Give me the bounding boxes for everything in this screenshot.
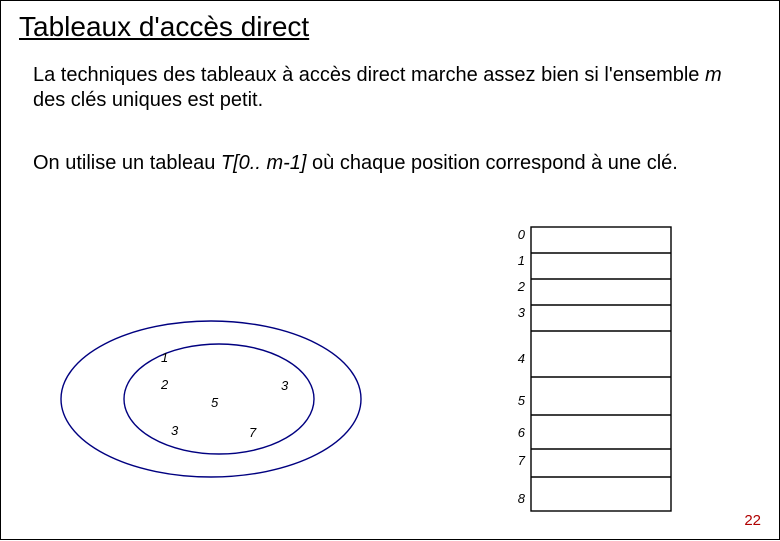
key-5: 5 bbox=[211, 395, 218, 410]
p1-post: des clés uniques est petit. bbox=[33, 89, 263, 111]
key-7: 7 bbox=[249, 425, 256, 440]
paragraph-2: On utilise un tableau T[0.. m-1] où chaq… bbox=[33, 151, 749, 176]
idx-4: 4 bbox=[505, 351, 525, 366]
idx-7: 7 bbox=[505, 453, 525, 468]
idx-6: 6 bbox=[505, 425, 525, 440]
p1-m: m bbox=[705, 64, 722, 86]
idx-5: 5 bbox=[505, 393, 525, 408]
p2-T: T[0.. m-1] bbox=[221, 152, 307, 174]
idx-1: 1 bbox=[505, 253, 525, 268]
idx-3: 3 bbox=[505, 305, 525, 320]
slide-title: Tableaux d'accès direct bbox=[19, 11, 309, 43]
page-number: 22 bbox=[744, 512, 761, 529]
p2-post: où chaque position correspond à une clé. bbox=[306, 152, 677, 174]
key-2: 2 bbox=[161, 377, 168, 392]
paragraph-1: La techniques des tableaux à accès direc… bbox=[33, 63, 749, 113]
key-3: 3 bbox=[171, 423, 178, 438]
p1-pre: La techniques des tableaux à accès direc… bbox=[33, 64, 705, 86]
p2-pre: On utilise un tableau bbox=[33, 152, 221, 174]
idx-2: 2 bbox=[505, 279, 525, 294]
idx-0: 0 bbox=[505, 227, 525, 242]
idx-8: 8 bbox=[505, 491, 525, 506]
slide-frame: Tableaux d'accès direct La techniques de… bbox=[0, 0, 780, 540]
key-1: 1 bbox=[161, 350, 168, 365]
key-3b: 3 bbox=[281, 378, 288, 393]
